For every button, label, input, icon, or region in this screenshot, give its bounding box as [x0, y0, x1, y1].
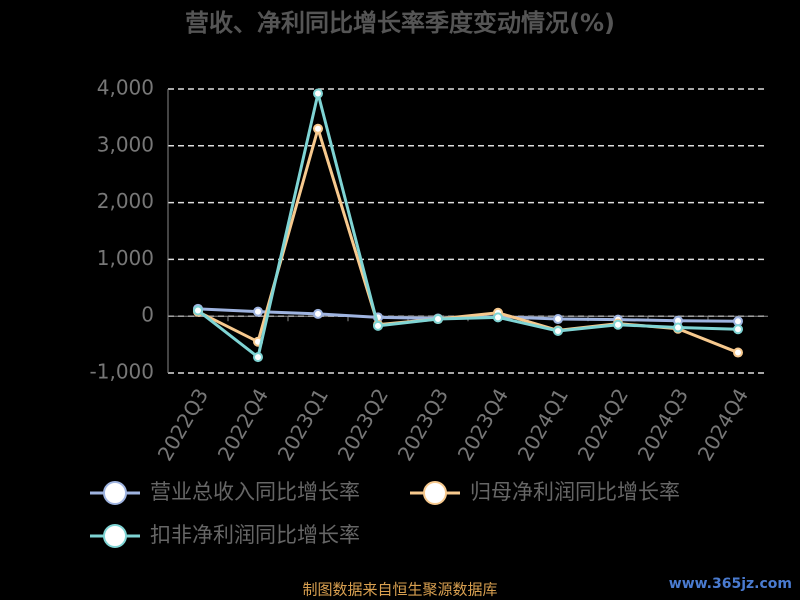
point — [553, 325, 563, 336]
source: 制图数据来自恒生聚源数据库 — [302, 581, 497, 599]
point — [313, 123, 323, 134]
point — [193, 305, 203, 316]
legend-label: 营业总收入同比增长率 — [150, 480, 360, 504]
x-tick-label: 2023Q2 — [333, 384, 393, 465]
x-tick-label: 2023Q1 — [273, 384, 333, 465]
point — [373, 320, 383, 331]
point — [733, 316, 743, 327]
point — [253, 306, 263, 317]
y-tick-label: 4,000 — [97, 76, 154, 100]
point — [493, 312, 503, 323]
y-tick-label: 2,000 — [97, 189, 154, 213]
x-tick-label: 2024Q4 — [693, 384, 753, 465]
x-tick-label: 2022Q3 — [153, 384, 213, 465]
point — [313, 308, 323, 319]
chart-title: 营收、净利同比增长率季度变动情况(%) — [185, 9, 615, 37]
point — [733, 347, 743, 358]
x-tick-label: 2023Q3 — [393, 384, 453, 465]
point — [313, 88, 323, 99]
point — [253, 352, 263, 363]
x-tick-label: 2024Q2 — [573, 384, 633, 465]
legend-marker — [103, 524, 127, 548]
x-tick-label: 2024Q3 — [633, 384, 693, 465]
series-line — [197, 93, 739, 360]
y-tick-label: 1,000 — [97, 246, 154, 270]
point — [433, 314, 443, 325]
x-tick-label: 2022Q4 — [213, 384, 273, 465]
y-tick-label: -1,000 — [90, 360, 154, 384]
legend-marker — [103, 481, 127, 505]
legend-label: 归母净利润同比增长率 — [470, 480, 680, 504]
legend-label: 扣非净利润同比增长率 — [150, 523, 360, 547]
point — [553, 314, 563, 325]
x-tick-label: 2023Q4 — [453, 384, 513, 465]
y-tick-label: 0 — [141, 303, 154, 327]
point — [733, 324, 743, 335]
legend-marker — [423, 481, 447, 505]
point — [613, 319, 623, 330]
watermark: www.365jz.com — [669, 576, 792, 592]
y-tick-label: 3,000 — [97, 132, 154, 156]
x-tick-label: 2024Q1 — [513, 384, 573, 465]
point — [673, 322, 683, 333]
